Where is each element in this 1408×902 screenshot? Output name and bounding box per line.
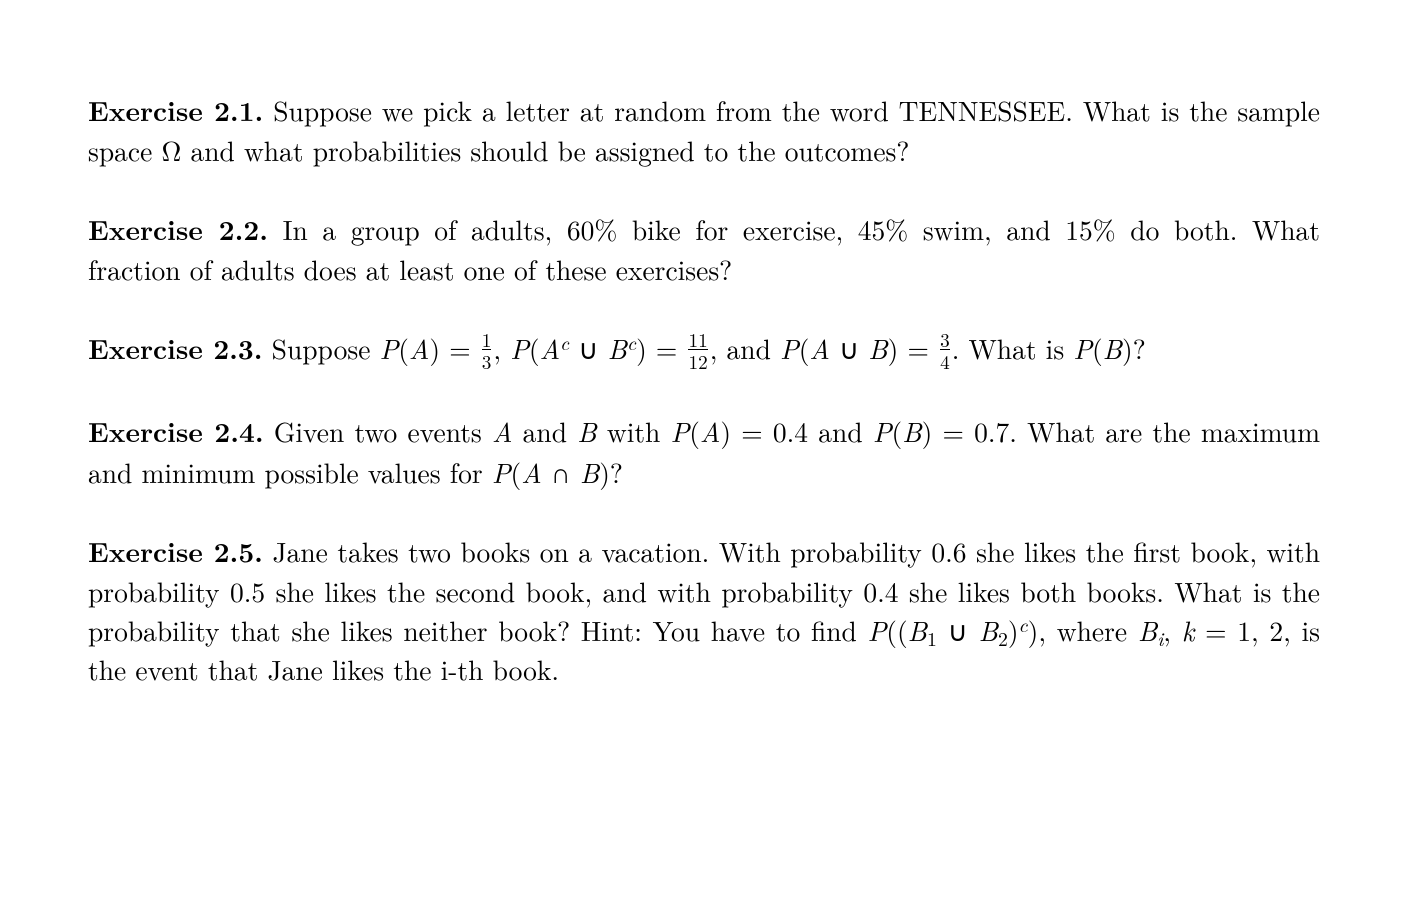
exercise-label: Exercise 2.1. <box>88 91 263 130</box>
exercise-body: In a group of adults, 60% bike for exerc… <box>88 209 1320 288</box>
exercise-2-5: Exercise 2.5. Jane takes two books on a … <box>88 531 1320 688</box>
exercise-body: Suppose P(A) = 13, P(Ac ∪ Bc) = 1112, an… <box>263 328 1146 367</box>
exercise-label: Exercise 2.4. <box>88 412 264 451</box>
exercise-label: Exercise 2.5. <box>88 532 263 571</box>
exercise-body: Jane takes two books on a vacation. With… <box>88 531 1320 688</box>
exercise-2-2: Exercise 2.2. In a group of adults, 60% … <box>88 209 1320 288</box>
document-page: Exercise 2.1. Suppose we pick a letter a… <box>0 0 1408 688</box>
exercise-label: Exercise 2.3. <box>88 329 263 368</box>
exercise-label: Exercise 2.2. <box>88 210 268 249</box>
exercise-2-4: Exercise 2.4. Given two events A and B w… <box>88 411 1320 490</box>
exercise-body: Given two events A and B with P(A) = 0.4… <box>88 411 1320 490</box>
exercise-2-3: Exercise 2.3. Suppose P(A) = 13, P(Ac ∪ … <box>88 328 1320 372</box>
exercise-body: Suppose we pick a letter at random from … <box>88 90 1320 169</box>
exercise-2-1: Exercise 2.1. Suppose we pick a letter a… <box>88 90 1320 169</box>
